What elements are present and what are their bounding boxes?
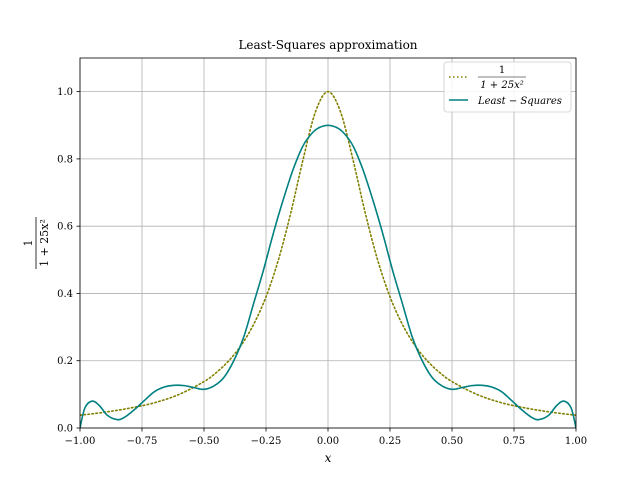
y-axis-label-numerator: 1	[22, 240, 35, 247]
legend-box	[443, 61, 572, 113]
y-tick-label: 0.6	[57, 222, 73, 233]
y-axis-label: 1 1 + 25x²	[22, 217, 51, 269]
y-axis-label-denominator: 1 + 25x²	[38, 219, 51, 267]
legend-label-runge-numerator: 1	[499, 65, 505, 76]
series-layer	[80, 90, 576, 428]
x-axis-ticks: −1.00 −0.75 −0.50 −0.25 0.00 0.25 0.50 0.75 1.00	[65, 428, 587, 447]
x-tick-label: −1.00	[65, 436, 96, 447]
legend-label-least-squares: Least − Squares	[477, 96, 562, 107]
y-tick-label: 0.2	[57, 356, 73, 367]
y-tick-label: 0.4	[57, 289, 73, 300]
x-axis-label: x	[325, 451, 332, 465]
series-line-runge	[80, 90, 576, 417]
x-tick-label: −0.50	[189, 436, 220, 447]
y-axis-ticks: 0.0 0.2 0.4 0.6 0.8 1.0	[57, 87, 80, 435]
x-tick-label: 0.25	[379, 436, 401, 447]
y-tick-label: 0.0	[57, 424, 73, 435]
x-tick-label: 0.50	[441, 436, 463, 447]
legend-label-runge-denominator: 1 + 25x²	[480, 80, 523, 91]
y-tick-label: 1.0	[57, 87, 73, 98]
x-tick-label: 0.00	[317, 436, 339, 447]
x-tick-label: 0.75	[503, 436, 525, 447]
y-tick-label: 0.8	[57, 154, 73, 165]
chart-title: Least-Squares approximation	[238, 38, 417, 52]
x-tick-label: 1.00	[565, 436, 587, 447]
x-tick-label: −0.25	[251, 436, 282, 447]
series-line-least-squares	[80, 124, 576, 428]
x-tick-label: −0.75	[127, 436, 158, 447]
legend: 1 1 + 25x² Least − Squares	[443, 61, 572, 113]
